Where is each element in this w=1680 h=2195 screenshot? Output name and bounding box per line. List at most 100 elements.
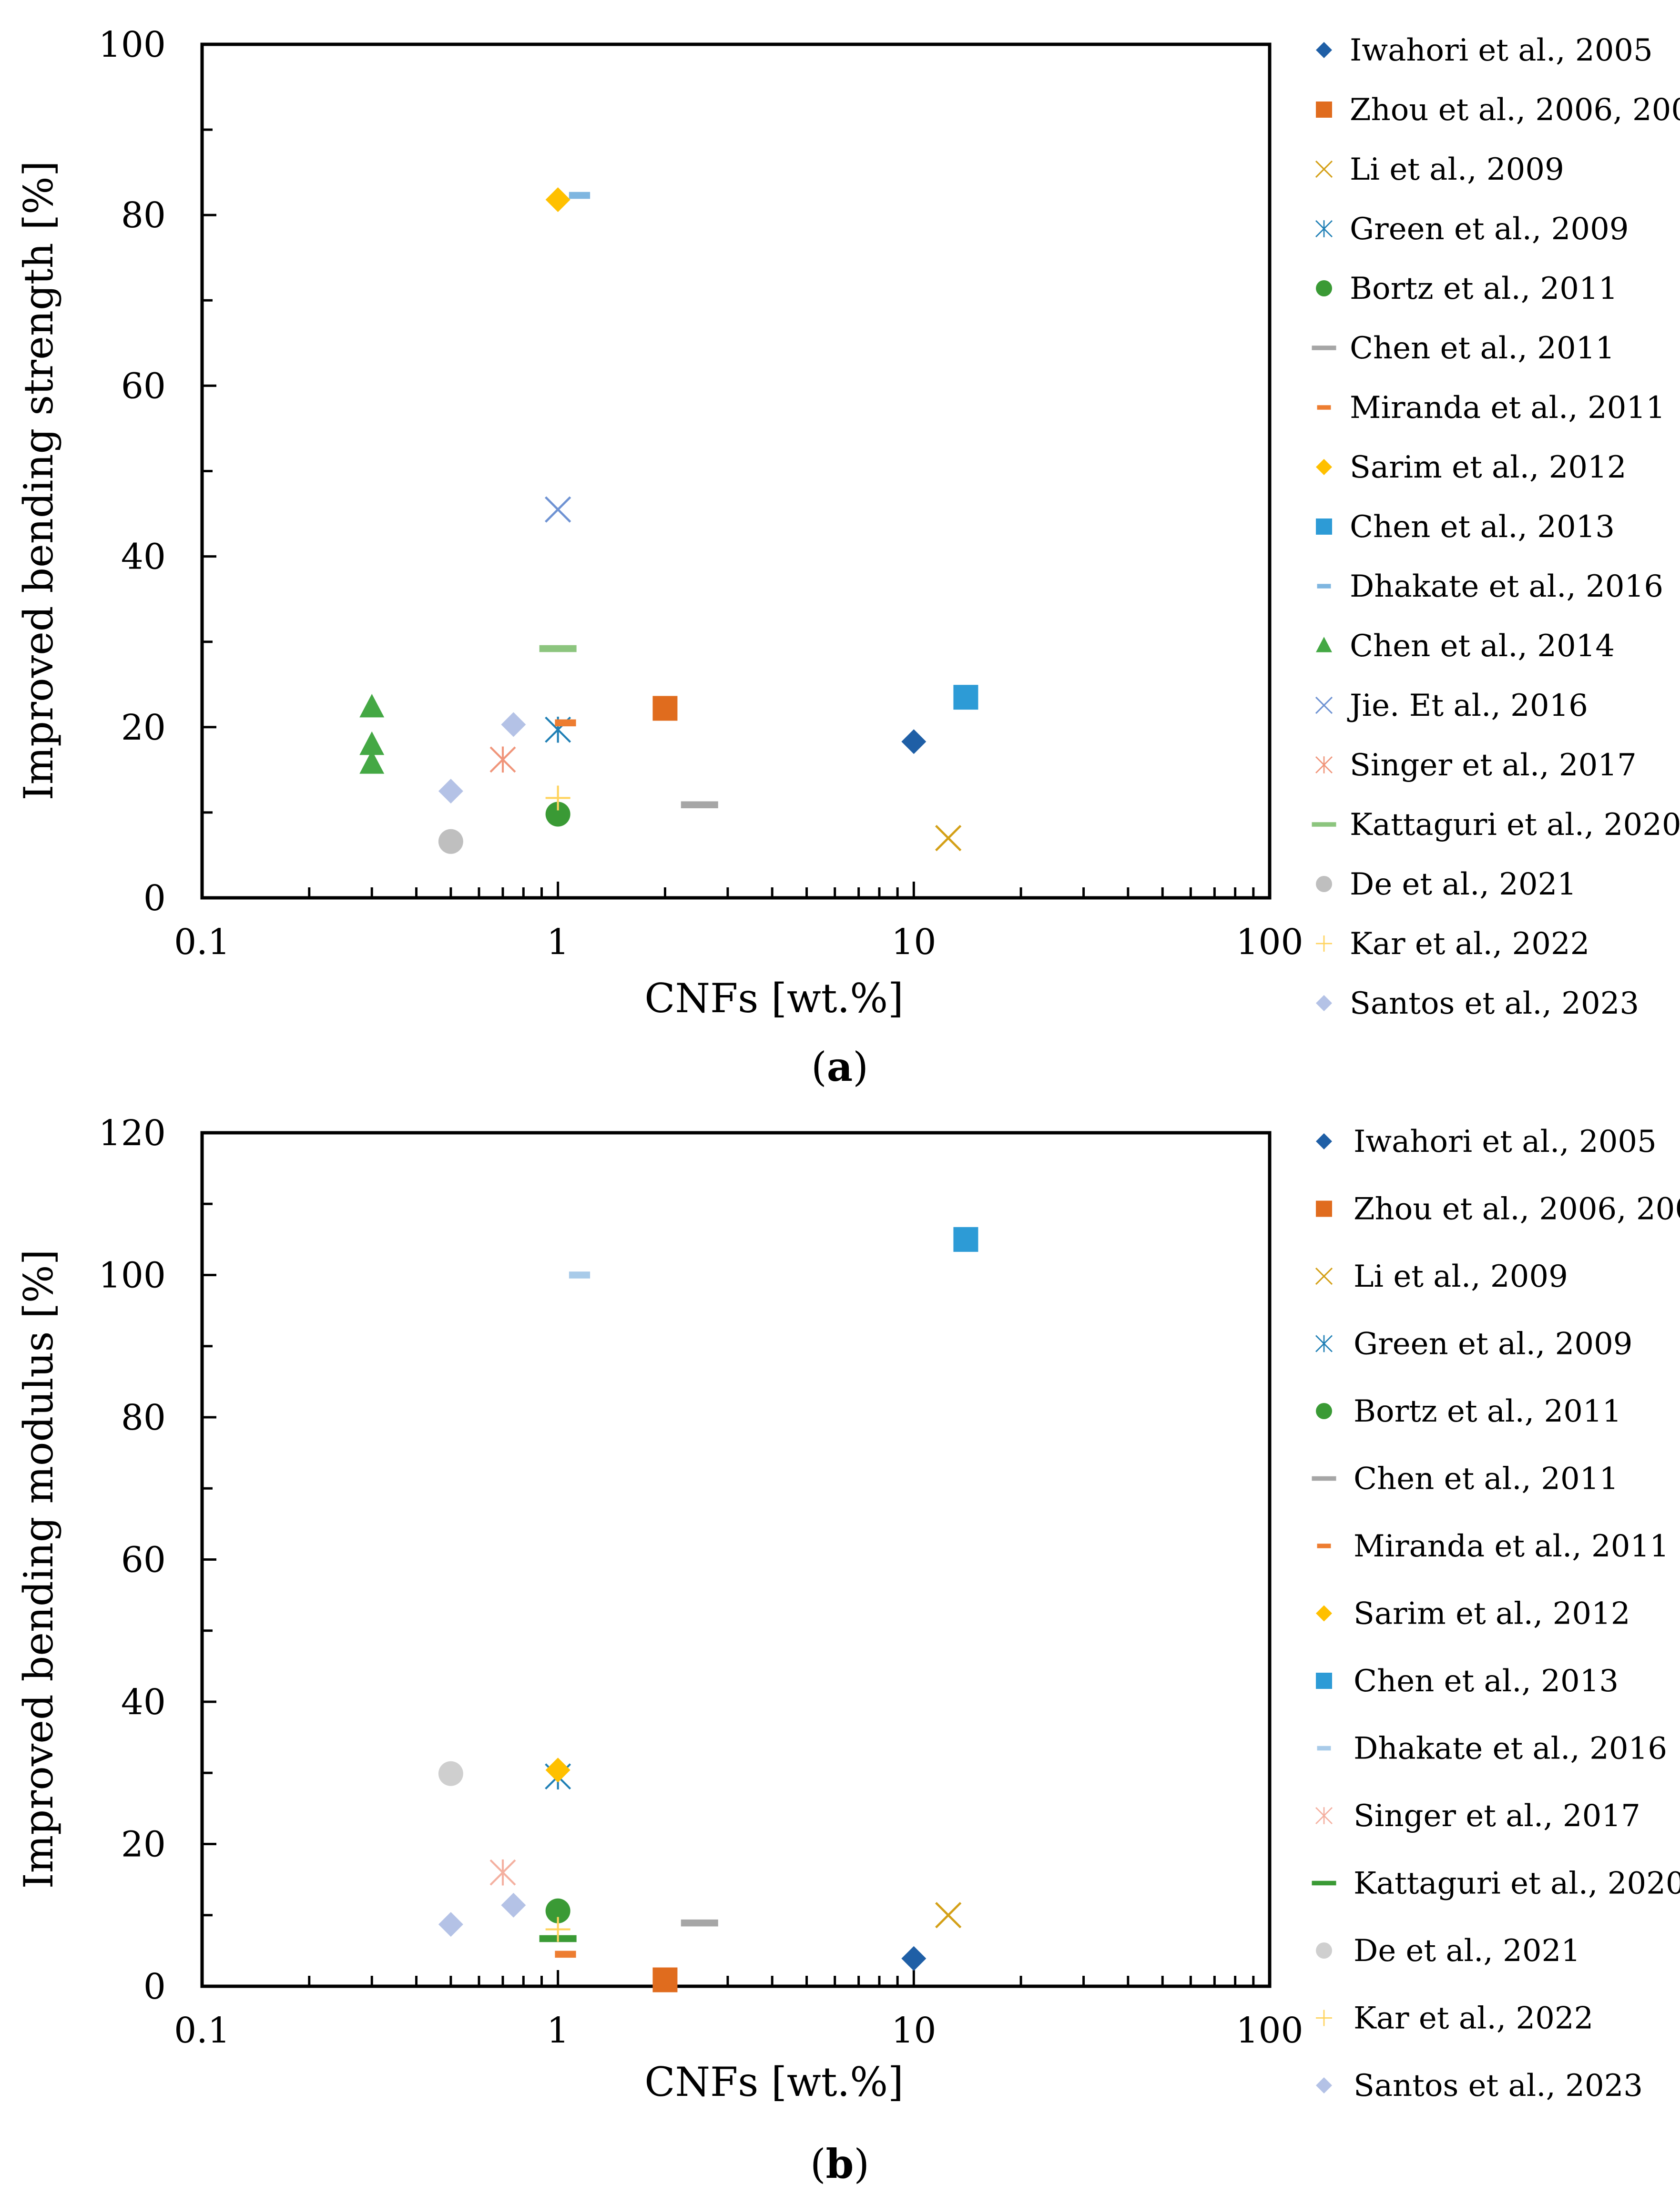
legend-label: Dhakate et al., 2016 [1350,569,1663,604]
legend-item: Santos et al., 2023 [1316,986,1639,1021]
legend-marker [1316,876,1332,892]
data-point [545,1758,570,1783]
legend-label: Li et al., 2009 [1354,1259,1568,1294]
data-point [438,829,463,854]
data-point [545,785,570,811]
x-tick-label: 10 [891,922,936,963]
x-axis-title: CNFs [wt.%] [644,975,904,1022]
legend-marker [1316,637,1332,652]
y-tick-label: 40 [121,537,166,578]
y-tick-label: 80 [121,1397,166,1438]
legend-label: Kar et al., 2022 [1350,926,1589,962]
series-8 [953,685,978,710]
series-14 [438,1892,526,1937]
data-point [438,779,463,804]
series-0 [901,729,927,754]
legend-marker [1316,1200,1332,1217]
series-6 [555,719,576,727]
y-tick-label: 60 [121,1540,166,1581]
legend-label: Iwahori et al., 2005 [1354,1124,1657,1159]
series-0 [901,1946,927,1971]
series-12 [438,1761,463,1786]
legend-marker [1315,220,1333,237]
y-tick-label: 100 [99,24,166,65]
data-point [438,1912,463,1937]
legend-marker [1312,1880,1336,1886]
series-10 [359,694,385,774]
legend-marker [1316,2010,1332,2026]
legend-marker [1315,1807,1333,1824]
legend-marker [1316,995,1332,1011]
legend-label: Iwahori et al., 2005 [1350,33,1653,68]
legend-item: Zhou et al., 2006, 2008 [1316,92,1680,128]
marker-stroke [935,824,962,852]
legend-label: De et al., 2021 [1354,1933,1580,1969]
y-tick-label: 20 [121,1824,166,1865]
series-12 [489,746,516,773]
series-8 [953,1227,978,1252]
marker-stroke [545,496,571,523]
legend-item: Green et al., 2009 [1315,1327,1633,1362]
legend-label: Santos et al., 2023 [1350,986,1639,1021]
legend-item: Kar et al., 2022 [1316,2001,1593,2036]
legend-marker [1312,1476,1336,1481]
legend-label: Singer et al., 2017 [1350,748,1637,783]
legend-label: Kar et al., 2022 [1354,2001,1593,2036]
legend-item: Zhou et al., 2006, 2008 [1316,1192,1680,1227]
data-point [545,496,571,523]
panel-caption: (b) [810,2140,869,2187]
legend-marker [1315,1267,1333,1285]
legend-item: Dhakate et al., 2016 [1317,1731,1667,1767]
legend-item: Jie. Et al., 2016 [1315,688,1588,723]
marker-stroke [1315,1267,1333,1285]
x-axis-ticks [201,882,1271,898]
data-point [359,731,385,755]
caption-paren: ) [854,2141,869,2187]
legend-marker [1316,518,1332,535]
data-point [359,694,385,718]
legend-label: Singer et al., 2017 [1354,1799,1640,1834]
series-7 [545,1758,570,1783]
legend-marker [1316,1605,1332,1622]
series-2 [935,1902,962,1929]
data-point [652,1967,678,1992]
series-5 [681,1919,718,1927]
legend-label: Chen et al., 2011 [1354,1462,1619,1497]
data-point [555,719,576,727]
data-point [901,1946,927,1971]
data-point [438,1761,463,1786]
legend-marker [1316,1133,1332,1149]
legend-marker [1312,822,1336,827]
legend-item: Santos et al., 2023 [1316,2068,1643,2104]
series-5 [681,801,718,809]
chart-panel-a: 0.1 1 10 100 0 20 40 60 80 100 CNFs [wt.%] Improved… [15,24,1680,1090]
legend-item: Dhakate et al., 2016 [1317,569,1663,604]
legend-label: Chen et al., 2011 [1350,331,1615,366]
series-15 [545,785,570,811]
data-point [545,187,570,212]
legend-item: Green et al., 2009 [1315,212,1629,247]
marker-stroke [935,1902,962,1929]
y-axis-ticks [202,1131,216,1988]
legend-label: Green et al., 2009 [1354,1327,1633,1362]
caption-paren: ( [810,2141,826,2187]
series-13 [545,1917,570,1942]
y-tick-label: 20 [121,707,166,748]
legend-item: Singer et al., 2017 [1315,1799,1640,1834]
legend-marker [1316,2077,1332,2093]
x-tick-label: 0.1 [174,922,230,963]
caption-paren: ) [853,1044,868,1090]
legend-label: Bortz et al., 2011 [1350,271,1618,306]
y-tick-label: 60 [121,366,166,406]
legend-item: Li et al., 2009 [1315,152,1564,187]
x-tick-label: 100 [1236,2010,1303,2051]
legend-item: De et al., 2021 [1316,867,1577,902]
legend-label: De et al., 2021 [1350,867,1577,902]
y-tick-label: 100 [99,1255,166,1296]
legend-label: Miranda et al., 2011 [1354,1529,1669,1564]
data-point [953,685,978,710]
legend-marker [1317,1746,1331,1751]
legend-item: Chen et al., 2011 [1312,331,1615,366]
chart-panel-b: 0.1 1 10 100 0 20 40 60 80 100 120 CNFs [wt.%] Impro… [15,1113,1680,2187]
series-9 [569,1271,591,1279]
